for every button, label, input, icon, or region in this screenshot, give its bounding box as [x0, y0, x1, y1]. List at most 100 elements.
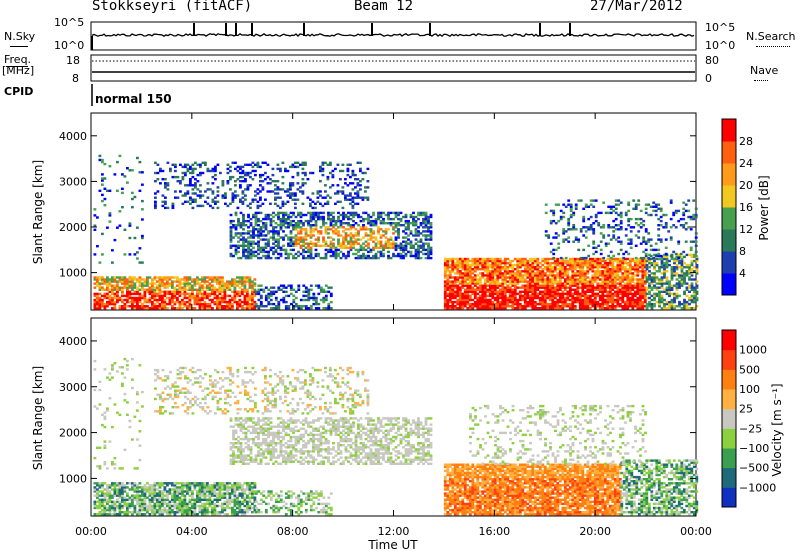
range-gate-cell: [307, 250, 310, 254]
range-gate-cell: [668, 284, 671, 287]
range-gate-cell: [678, 280, 681, 283]
range-gate-cell: [158, 286, 162, 289]
range-gate-cell: [581, 288, 585, 291]
range-gate-cell: [352, 213, 355, 217]
range-gate-cell: [531, 272, 535, 275]
range-gate-cell: [558, 263, 562, 267]
range-gate-cell: [518, 292, 522, 296]
range-gate-cell: [229, 244, 233, 247]
range-gate-cell: [548, 284, 552, 287]
range-gate-cell: [154, 204, 157, 208]
range-gate-cell: [206, 296, 209, 300]
range-gate-cell: [516, 286, 520, 289]
range-gate-cell: [274, 250, 278, 254]
range-gate-cell: [329, 196, 332, 199]
range-gate-cell: [317, 286, 321, 289]
range-gate-cell: [326, 200, 330, 203]
range-gate-cell: [247, 213, 250, 217]
nave-tick-bottom: 0: [705, 72, 712, 85]
range-gate-cell: [392, 244, 395, 247]
range-gate-cell: [287, 252, 290, 256]
range-gate-cell: [466, 294, 470, 298]
range-gate-cell: [422, 226, 425, 229]
range-gate-cell: [329, 250, 333, 254]
range-gate-cell: [329, 248, 333, 252]
range-gate-cell: [257, 305, 261, 308]
range-gate-cell: [246, 307, 249, 310]
range-gate-cell: [322, 238, 325, 241]
range-gate-cell: [564, 205, 568, 208]
range-gate-cell: [246, 305, 249, 308]
range-gate-cell: [254, 234, 258, 237]
range-gate-cell: [473, 266, 477, 269]
range-gate-cell: [178, 286, 182, 289]
range-gate-cell: [113, 302, 117, 306]
range-gate-cell: [249, 242, 253, 245]
range-gate-cell: [231, 196, 235, 199]
range-gate-cell: [349, 234, 353, 237]
range-gate-cell: [586, 294, 590, 298]
range-gate-cell: [559, 215, 563, 219]
range-gate-cell: [297, 230, 300, 233]
range-gate-cell: [476, 296, 480, 300]
range-gate-cell: [233, 282, 237, 285]
range-gate-cell: [541, 270, 545, 273]
range-gate-cell: [154, 206, 157, 210]
range-gate-cell: [478, 259, 482, 263]
range-gate-cell: [414, 228, 418, 231]
range-gate-cell: [521, 274, 525, 277]
range-gate-cell: [693, 298, 696, 302]
range-gate-cell: [521, 290, 525, 293]
range-gate-cell: [478, 263, 482, 267]
range-gate-cell: [541, 294, 545, 298]
range-gate-cell: [526, 272, 530, 275]
range-gate-cell: [557, 234, 561, 237]
range-gate-cell: [541, 259, 545, 263]
range-gate-cell: [191, 184, 195, 187]
range-gate-cell: [234, 228, 238, 231]
range-gate-cell: [603, 298, 607, 302]
range-gate-cell: [196, 288, 199, 291]
range-gate-cell: [299, 215, 303, 219]
range-gate-cell: [601, 298, 605, 302]
range-gate-cell: [357, 238, 360, 241]
range-gate-cell: [543, 286, 547, 289]
range-gate-cell: [244, 256, 248, 260]
range-gate-cell: [664, 246, 668, 249]
range-gate-cell: [181, 298, 184, 302]
range-gate-cell: [463, 298, 467, 302]
range-gate-cell: [266, 182, 270, 185]
range-gate-cell: [113, 292, 117, 296]
range-gate-cell: [216, 278, 219, 281]
range-gate-cell: [618, 282, 622, 285]
range-gate-cell: [163, 307, 167, 310]
range-gate-cell: [422, 217, 425, 221]
range-gate-cell: [478, 276, 482, 279]
range-gate-cell: [286, 188, 290, 191]
range-gate-cell: [141, 278, 144, 281]
range-gate-cell: [448, 286, 452, 289]
range-gate-cell: [302, 213, 305, 217]
range-gate-cell: [276, 188, 280, 191]
range-gate-cell: [264, 256, 268, 260]
range-gate-cell: [650, 288, 654, 291]
range-gate-cell: [516, 268, 520, 271]
range-gate-cell: [598, 307, 602, 310]
range-gate-cell: [611, 282, 615, 285]
range-gate-cell: [491, 302, 495, 306]
range-gate-cell: [417, 256, 420, 260]
range-gate-cell: [143, 282, 147, 285]
range-gate-cell: [593, 270, 597, 273]
range-gate-cell: [367, 254, 370, 258]
range-gate-cell: [161, 280, 164, 283]
range-gate-cell: [566, 270, 570, 273]
range-gate-cell: [591, 263, 595, 267]
range-gate-cell: [617, 236, 621, 239]
range-gate-cell: [98, 307, 102, 310]
range-gate-cell: [543, 302, 547, 306]
range-gate-cell: [309, 256, 313, 260]
range-gate-cell: [289, 288, 293, 291]
range-gate-cell: [427, 217, 430, 221]
range-gate-cell: [427, 246, 430, 249]
range-gate-cell: [496, 284, 500, 287]
